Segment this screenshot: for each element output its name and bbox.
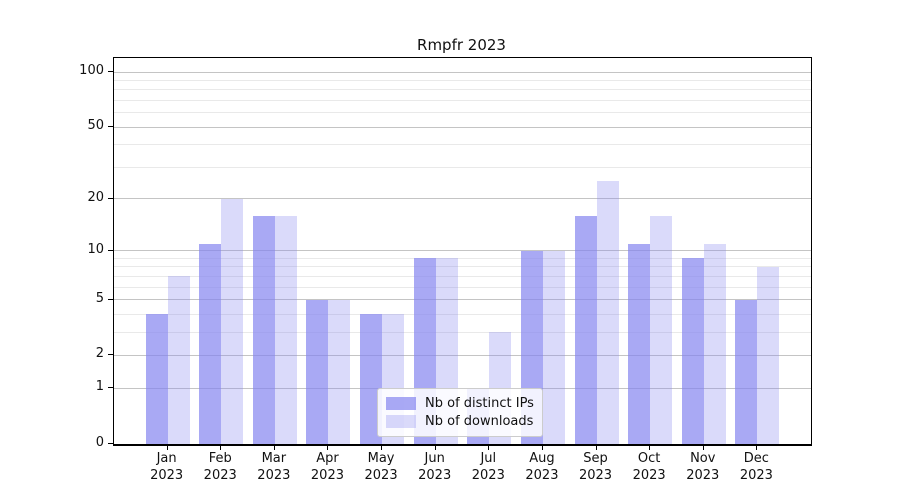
bar-ips-dec [735, 299, 758, 444]
x-tick-mark [434, 445, 436, 450]
bar-downloads-nov [703, 243, 726, 444]
gridline-minor [114, 166, 811, 168]
bar-ips-mar [252, 215, 275, 444]
y-tick-mark [108, 249, 113, 251]
bar-downloads-dec [757, 266, 780, 444]
gridline-major [114, 198, 811, 200]
y-tick-label: 5 [95, 290, 104, 306]
x-tick-label: Oct 2023 [632, 451, 666, 483]
gridline-minor [114, 257, 811, 259]
y-tick-label: 0 [95, 435, 104, 450]
gridline-major [114, 299, 811, 301]
bar-downloads-aug [542, 250, 565, 444]
x-tick-label: Sep 2023 [578, 451, 613, 483]
legend-swatch-distinct-ips [386, 396, 416, 410]
gridline-minor [114, 266, 811, 268]
x-tick-mark [220, 445, 222, 450]
chart-title: Rmpfr 2023 [417, 36, 506, 54]
x-tick-label: Dec 2023 [739, 451, 773, 483]
y-tick-label: 100 [79, 63, 104, 78]
gridline-minor [114, 313, 811, 315]
bar-downloads-sep [596, 181, 619, 444]
plot-area: Nb of distinct IPs Nb of downloads [113, 57, 812, 446]
bar-downloads-oct [650, 215, 673, 444]
gridline-minor [114, 286, 811, 288]
gridline-minor [114, 99, 811, 101]
bar-ips-jan [145, 314, 168, 444]
y-tick-mark [108, 387, 113, 389]
gridline-major [114, 250, 811, 252]
gridline-major [114, 126, 811, 128]
x-tick-mark [327, 445, 329, 450]
x-tick-label: Jan 2023 [150, 451, 184, 483]
x-tick-mark [166, 445, 168, 450]
x-tick-mark [595, 445, 597, 450]
x-tick-mark [381, 445, 383, 450]
bar-ips-sep [574, 215, 597, 444]
y-tick-label: 50 [87, 118, 104, 134]
x-tick-mark [649, 445, 651, 450]
gridline-major [114, 71, 811, 73]
bar-downloads-feb [221, 198, 244, 444]
gridline-minor [114, 89, 811, 91]
x-tick-label: Feb 2023 [203, 451, 237, 483]
x-tick-label: Apr 2023 [310, 451, 344, 483]
bar-downloads-mar [274, 215, 297, 444]
legend-item-downloads: Nb of downloads [386, 414, 534, 429]
legend-item-distinct-ips: Nb of distinct IPs [386, 396, 534, 411]
x-tick-label: Aug 2023 [525, 451, 559, 483]
gridline-minor [114, 144, 811, 146]
gridline-minor [114, 79, 811, 81]
y-tick-mark [108, 197, 113, 199]
legend: Nb of distinct IPs Nb of downloads [377, 388, 543, 437]
y-tick-mark [108, 126, 113, 128]
bar-ips-may [360, 314, 383, 444]
bar-downloads-jan [167, 276, 190, 444]
y-tick-mark [108, 354, 113, 356]
x-tick-label: Jun 2023 [418, 451, 452, 483]
bar-ips-feb [199, 243, 222, 444]
y-tick-mark [108, 443, 113, 444]
bar-downloads-apr [328, 299, 351, 444]
x-tick-label: Nov 2023 [686, 451, 720, 483]
bar-ips-apr [306, 299, 329, 444]
y-tick-label: 1 [95, 379, 104, 395]
x-tick-mark [273, 445, 275, 450]
x-tick-label: Jul 2023 [471, 451, 505, 483]
legend-label-downloads: Nb of downloads [425, 414, 534, 430]
x-tick-label: May 2023 [364, 451, 398, 483]
gridline-minor [114, 331, 811, 333]
gridline-major [114, 354, 811, 356]
y-tick-label: 20 [87, 189, 104, 205]
x-tick-label: Mar 2023 [257, 451, 291, 483]
x-tick-mark [756, 445, 758, 450]
gridline-minor [114, 275, 811, 277]
gridline-minor [114, 112, 811, 114]
x-tick-mark [541, 445, 543, 450]
y-tick-mark [108, 298, 113, 300]
y-tick-label: 10 [87, 241, 104, 257]
y-tick-mark [108, 71, 113, 72]
x-tick-mark [702, 445, 704, 450]
bar-ips-nov [681, 258, 704, 444]
x-tick-mark [488, 445, 490, 450]
y-tick-label: 2 [95, 346, 104, 362]
legend-label-distinct-ips: Nb of distinct IPs [425, 395, 534, 411]
legend-swatch-downloads [386, 415, 416, 429]
bar-ips-oct [628, 243, 651, 444]
